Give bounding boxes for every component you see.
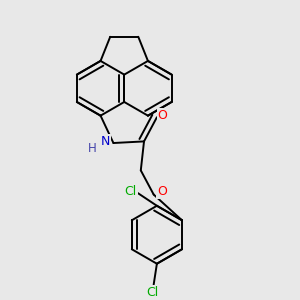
Text: N: N bbox=[101, 135, 110, 148]
Text: O: O bbox=[157, 185, 167, 198]
Text: O: O bbox=[158, 109, 168, 122]
Text: Cl: Cl bbox=[146, 286, 158, 299]
Text: H: H bbox=[88, 142, 97, 155]
Text: Cl: Cl bbox=[124, 185, 136, 198]
